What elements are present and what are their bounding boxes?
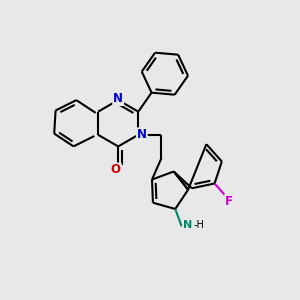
Text: F: F <box>225 195 233 208</box>
Text: O: O <box>111 164 121 176</box>
Text: -H: -H <box>194 220 205 230</box>
Text: N: N <box>183 220 192 230</box>
Text: N: N <box>113 92 123 105</box>
Text: N: N <box>137 128 147 141</box>
